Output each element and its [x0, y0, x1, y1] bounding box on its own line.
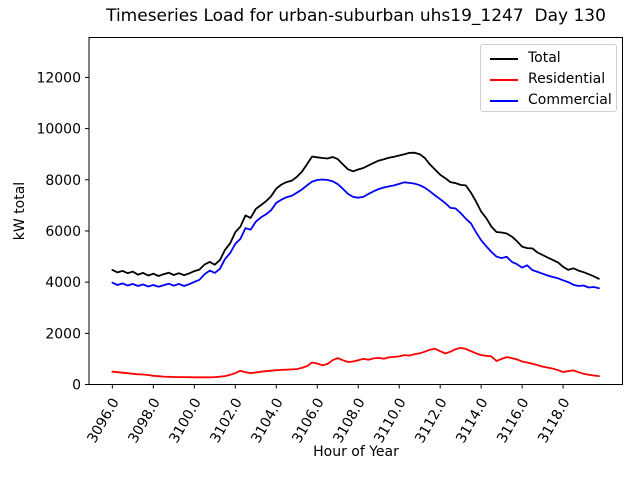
series-line-total — [111, 151, 600, 280]
x-tick-label: 3110.0 — [371, 396, 409, 446]
x-tick-label: 3108.0 — [330, 396, 368, 446]
y-axis-label: kW total — [12, 181, 28, 241]
legend-line-sample — [490, 57, 518, 60]
x-tick-label: 3116.0 — [494, 396, 532, 446]
x-tick-label: 3106.0 — [289, 396, 327, 446]
x-axis: 3096.0 3098.0 3100.0 3102.0 3104.0 3106.0 3108… — [84, 384, 574, 446]
x-tick-label: 3102.0 — [207, 396, 245, 446]
y-tick-label: 12000 — [36, 70, 81, 86]
x-tick-label: 3104.0 — [248, 396, 286, 446]
legend-entry-commercial: Commercial — [481, 90, 616, 111]
legend-entry-total: Total — [481, 48, 616, 69]
x-axis-label: Hour of Year — [313, 444, 399, 460]
x-tick-label: 3100.0 — [166, 396, 204, 446]
y-tick-label: 2000 — [45, 326, 81, 342]
x-tick-label: 3118.0 — [535, 396, 573, 446]
legend: Total Residential Commercial — [480, 44, 617, 112]
series-line-commercial — [111, 178, 600, 290]
legend-entry-residential: Residential — [481, 69, 616, 90]
y-axis: 0 2000 4000 6000 8000 10000 12000 — [36, 70, 89, 394]
x-tick-label: 3112.0 — [412, 396, 450, 446]
legend-line-sample — [490, 78, 518, 81]
x-tick-label: 3098.0 — [125, 396, 163, 446]
y-tick-label: 10000 — [36, 122, 81, 138]
legend-label: Commercial — [528, 92, 612, 108]
axes-frame — [88, 37, 623, 385]
x-tick-label: 3096.0 — [84, 396, 122, 446]
chart-title: Timeseries Load for urban-suburban uhs19… — [106, 6, 606, 26]
y-tick-label: 8000 — [45, 173, 81, 189]
legend-line-sample — [490, 99, 518, 102]
series-line-residential — [111, 346, 600, 379]
legend-label: Total — [528, 50, 561, 66]
x-tick-label: 3114.0 — [453, 395, 491, 445]
y-tick-label: 4000 — [45, 275, 81, 291]
y-tick-label: 0 — [72, 378, 81, 394]
y-tick-label: 6000 — [45, 224, 81, 240]
legend-label: Residential — [528, 71, 606, 87]
